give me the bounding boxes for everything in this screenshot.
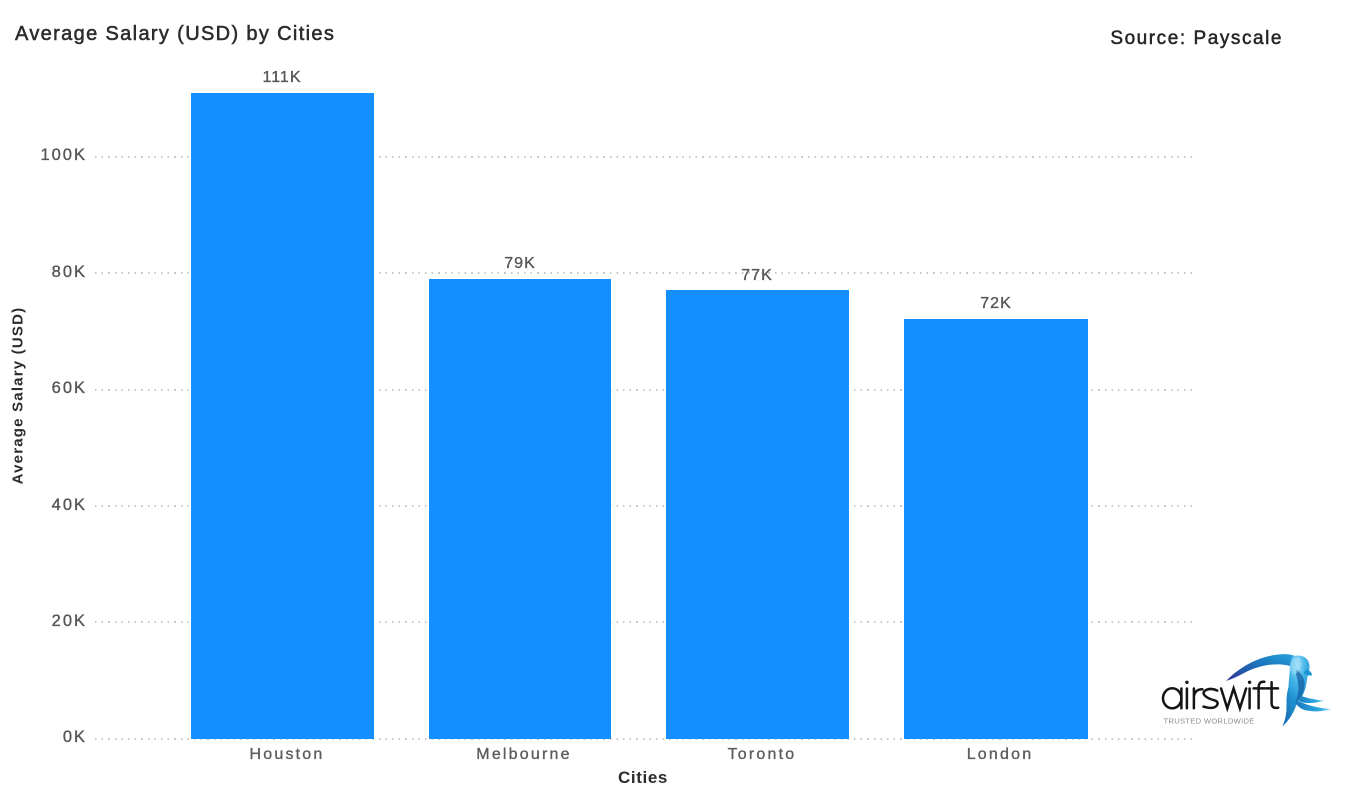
svg-text:TRUSTED WORLDWIDE: TRUSTED WORLDWIDE (1164, 717, 1255, 726)
